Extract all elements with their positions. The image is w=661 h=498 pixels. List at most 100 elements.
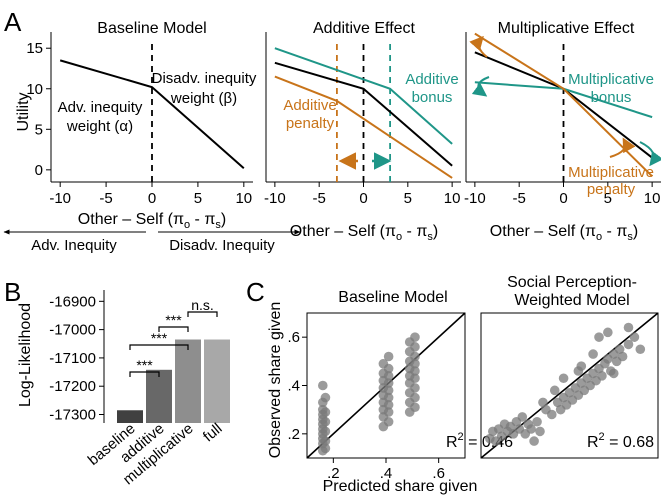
c2-point <box>594 332 604 342</box>
a1-ytick-label: 0 <box>35 162 43 179</box>
b-ytick-label: -17300 <box>49 407 96 424</box>
a1-annot-dis-1: Disadv. inequity <box>152 70 257 87</box>
a3-xtick-label: 10 <box>644 190 661 207</box>
a3-bonus-curl-right <box>639 141 661 167</box>
c2-point <box>597 371 607 381</box>
b-significance-label: *** <box>136 357 153 373</box>
c1-point <box>383 378 394 388</box>
a2-baseline-line <box>274 61 453 167</box>
c2-point <box>635 344 646 355</box>
a3-bonus-curl-left <box>471 76 490 97</box>
chart-a2: Additive Effect -10 -5 0 5 10 Additive bonus… <box>264 20 461 243</box>
a2-xtick-label: -5 <box>313 190 326 207</box>
b-bar-baseline <box>117 410 143 423</box>
a3-penalty-curl-right <box>609 137 636 158</box>
c1-point <box>318 380 328 391</box>
a3-xtick-label: -10 <box>464 190 486 207</box>
panel-letter-b: B <box>4 277 21 307</box>
a2-penalty-line <box>274 75 453 179</box>
a1-xtick-label: 10 <box>235 190 252 207</box>
c2-point <box>608 368 619 379</box>
c2-point <box>538 397 548 408</box>
c2-point <box>532 416 542 427</box>
b-significance-bracket <box>129 371 160 377</box>
a1-xtick-label: -5 <box>99 190 112 207</box>
b-significance-bracket <box>187 311 218 317</box>
a1-xtick-label: 5 <box>194 190 202 207</box>
c2-point <box>529 436 539 446</box>
c1-point <box>383 392 394 403</box>
panel-letter-c: C <box>246 277 265 307</box>
b-ytick-label: -17200 <box>49 378 96 395</box>
c1-point <box>320 416 331 427</box>
c1-xtick-label: .4 <box>380 465 393 482</box>
a2-penalty-label-2: penalty <box>286 115 335 132</box>
a2-xtick-label: 0 <box>359 190 367 207</box>
a2-xlabel: Other – Self (πo - πs) <box>290 223 438 243</box>
b-ylabel: Log-Likelihood <box>17 303 34 407</box>
c2-point <box>517 412 528 422</box>
c1-point <box>383 407 394 417</box>
c1-point <box>410 358 420 369</box>
c1-point <box>410 342 420 352</box>
c1-point <box>383 363 394 374</box>
chart-c2: Social Perception- Weighted Model R2 = 0… <box>480 274 659 459</box>
a3-xlabel: Other – Self (πo - πs) <box>490 223 638 243</box>
c2-title-2: Weighted Model <box>514 292 629 309</box>
c1-ytick-label: .6 <box>287 329 300 346</box>
b-significance-label: *** <box>151 330 168 346</box>
c2-point <box>588 349 598 359</box>
a3-xtick-label: -5 <box>513 190 526 207</box>
c1-ytick-label: .2 <box>287 426 300 443</box>
a3-bonus-label-1: Multiplicative <box>568 71 654 88</box>
a1-utility-line <box>59 59 245 169</box>
b-significance-bracket <box>158 326 189 332</box>
a3-penalty-label-1: Multiplicative <box>568 164 654 181</box>
a1-title: Baseline Model <box>97 20 206 37</box>
c-xlabel: Predicted share given <box>323 478 478 495</box>
a2-xtick-label: -10 <box>264 190 286 207</box>
c2-plot-frame <box>480 312 659 459</box>
a3-title: Multiplicative Effect <box>498 20 635 37</box>
b-ytick-label: -17000 <box>49 322 96 339</box>
b-bar-additive <box>146 369 172 423</box>
c1-point <box>383 416 394 427</box>
c1-point <box>383 371 394 381</box>
c2-point <box>629 332 640 342</box>
c1-ytick-label: .4 <box>287 378 300 395</box>
c1-point <box>320 436 331 446</box>
a1-annot-dis-2: weight (β) <box>170 90 237 107</box>
c2-point <box>623 339 634 350</box>
a2-title: Additive Effect <box>313 20 416 37</box>
a2-xtick-label: 10 <box>444 190 461 207</box>
c2-point <box>603 327 613 338</box>
a1-xlabel: Other – Self (πo - πs) <box>78 211 226 231</box>
a3-xtick-label: 5 <box>604 190 612 207</box>
b-significance-label: *** <box>165 312 182 328</box>
a3-penalty-curl-left <box>469 35 488 58</box>
c1-point <box>410 373 420 384</box>
b-ytick-label: -17100 <box>49 350 96 367</box>
c2-point <box>547 409 557 420</box>
a1-ytick-label: 15 <box>26 40 43 57</box>
c2-point <box>535 426 545 437</box>
b-ytick-label: -16900 <box>49 293 96 310</box>
a3-bonus-label-2: bonus <box>591 89 632 106</box>
a1-xtick-label: -10 <box>49 190 71 207</box>
c1-ylabel: Observed share given <box>267 302 284 459</box>
c2-r2: R2 = 0.68 <box>587 431 654 451</box>
b-category-label: full <box>200 420 226 445</box>
a2-penalty-label-1: Additive <box>283 97 336 114</box>
c2-point <box>558 373 569 384</box>
adv-inequity-label: Adv. Inequity <box>31 237 117 254</box>
b-bar-full <box>204 339 230 423</box>
c1-point <box>410 351 420 362</box>
chart-c1: Baseline Model Observed share given .2 .4… <box>267 289 513 495</box>
c2-point <box>549 385 560 396</box>
b-bar-multiplicative <box>175 339 201 423</box>
c1-point <box>410 402 420 413</box>
c1-xtick-label: .6 <box>432 465 445 482</box>
a2-bonus-label-2: bonus <box>412 89 453 106</box>
a3-penalty-label-2: penalty <box>587 181 636 198</box>
